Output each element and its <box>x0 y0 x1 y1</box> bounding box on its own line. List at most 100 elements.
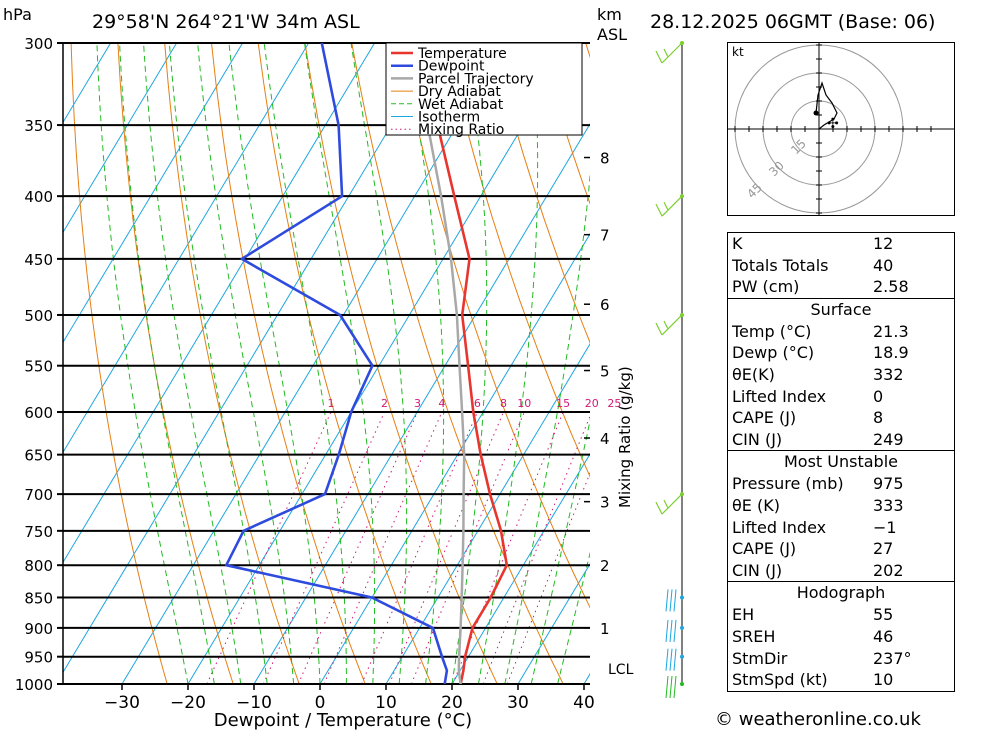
hodograph-table-title: Hodograph <box>796 583 886 603</box>
isotherm-line <box>63 43 442 674</box>
km-label: km <box>597 5 622 24</box>
hodograph-stat-value: 46 <box>873 626 894 646</box>
x-tick-label: 40 <box>573 693 595 713</box>
pressure-tick-label: 800 <box>24 557 53 575</box>
mixing-ratio-line <box>361 411 478 684</box>
hodograph-stat-key: EH <box>732 605 755 625</box>
hodograph-ring-label-30: 30 <box>766 158 787 179</box>
mixing-ratio-label: 4 <box>438 397 445 410</box>
x-tick-label: 10 <box>375 693 397 713</box>
index-value: 2.58 <box>873 277 909 297</box>
mixing-ratio-line <box>323 411 443 684</box>
most-unstable-value: 333 <box>873 495 904 515</box>
isotherm-line <box>385 343 590 684</box>
wind-barb <box>655 492 684 515</box>
parcel-trajectory <box>406 43 466 684</box>
isotherm-line <box>63 43 376 564</box>
isotherm-line <box>63 43 310 454</box>
km-tick-label: 8 <box>600 150 610 168</box>
pressure-tick-label: 950 <box>24 649 53 667</box>
hodograph-point <box>813 110 819 116</box>
mixing-ratio-label: 15 <box>556 397 570 410</box>
km-tick-label: 7 <box>600 227 610 245</box>
isotherm-line <box>63 43 178 234</box>
surface-row: Lifted Index 0 <box>728 386 954 408</box>
surface-value: 8 <box>873 408 884 428</box>
dry-adiabat-line <box>351 43 564 684</box>
most-unstable-key: θE (K) <box>732 495 780 515</box>
pressure-tick-label: 450 <box>24 251 53 269</box>
most-unstable-value: 27 <box>873 539 894 559</box>
hodograph-stat-row: SREH 46 <box>728 626 954 648</box>
dry-adiabat-line <box>960 43 1000 684</box>
mixing-ratio-label: 3 <box>414 397 421 410</box>
dry-adiabat-line <box>398 43 590 609</box>
surface-value: 18.9 <box>873 343 909 363</box>
hodograph: kt 15 30 45 ✣ <box>706 16 955 242</box>
mixing-ratio-axis-title: Mixing Ratio (g/kg) <box>616 366 634 508</box>
surface-row: CIN (J) 249 <box>728 429 954 451</box>
isotherm-line <box>253 123 590 684</box>
wet-adiabat-line <box>168 43 268 684</box>
surface-key: Lifted Index <box>732 386 827 406</box>
mixing-ratio-line <box>206 411 332 684</box>
mixing-ratio-label: 8 <box>500 397 507 410</box>
most-unstable-key: CAPE (J) <box>732 539 797 559</box>
pressure-tick-label: 400 <box>24 188 53 206</box>
pressure-tick-label: 700 <box>24 486 53 504</box>
hodograph-stat-value: 237° <box>873 648 912 668</box>
most-unstable-value: 202 <box>873 560 904 580</box>
km-tick-label: 4 <box>600 430 610 448</box>
x-tick-label: 30 <box>507 693 529 713</box>
mixing-ratio-label: 10 <box>517 397 531 410</box>
pressure-tick-label: 600 <box>24 404 53 422</box>
index-key: PW (cm) <box>732 277 800 297</box>
wind-barb <box>665 619 684 642</box>
x-tick-label: −30 <box>104 693 140 713</box>
dry-adiabat-line <box>444 43 590 478</box>
dewpoint-profile <box>225 43 449 684</box>
surface-key: Temp (°C) <box>732 321 812 341</box>
wind-barb <box>655 312 684 336</box>
hodograph-stat-key: StmDir <box>732 648 788 668</box>
mixing-ratio-label: 6 <box>474 397 481 410</box>
asl-label: ASL <box>597 25 627 44</box>
wet-adiabat-line <box>350 43 408 684</box>
isotherm-line <box>517 563 590 684</box>
pressure-tick-label: 550 <box>24 358 53 376</box>
most-unstable-row: θE (K) 333 <box>728 495 954 517</box>
wet-adiabat-line <box>404 43 445 684</box>
km-tick-label: 1 <box>600 620 610 638</box>
pressure-tick-label: 650 <box>24 447 53 465</box>
wind-barb <box>655 194 684 217</box>
wet-adiabat-line <box>119 43 215 684</box>
storm-motion-marker: ✣ <box>827 116 839 132</box>
x-tick-label: 20 <box>441 693 463 713</box>
isotherm-line <box>63 43 244 344</box>
km-tick-label: 2 <box>600 557 610 575</box>
surface-row: CAPE (J) 8 <box>728 407 954 429</box>
hodograph-trace <box>815 81 838 130</box>
mixing-ratio-line <box>388 411 504 684</box>
surface-row: Temp (°C) 21.3 <box>728 321 954 343</box>
mixing-ratio-label: 20 <box>585 397 599 410</box>
legend-entry: Dewpoint <box>418 59 485 75</box>
surface-value: 332 <box>873 364 904 384</box>
index-row: Totals Totals 40 <box>728 255 954 277</box>
location-title: 29°58'N 264°21'W 34m ASL <box>92 11 360 33</box>
lcl-label: LCL <box>608 662 634 678</box>
mixing-ratio-label: 25 <box>607 397 621 410</box>
datetime-title: 28.12.2025 06GMT (Base: 06) <box>650 11 935 33</box>
surface-value: 0 <box>873 386 884 406</box>
dry-adiabat-line <box>491 43 590 344</box>
x-tick-label: −10 <box>236 693 272 713</box>
hodograph-unit-label: kt <box>732 45 744 59</box>
hpa-label: hPa <box>3 5 32 24</box>
x-axis-title: Dewpoint / Temperature (°C) <box>214 710 472 731</box>
hodograph-ring-label-45: 45 <box>744 180 765 201</box>
x-tick-label: 0 <box>315 693 326 713</box>
wind-barb <box>665 648 684 671</box>
surface-key: θE(K) <box>732 364 775 384</box>
